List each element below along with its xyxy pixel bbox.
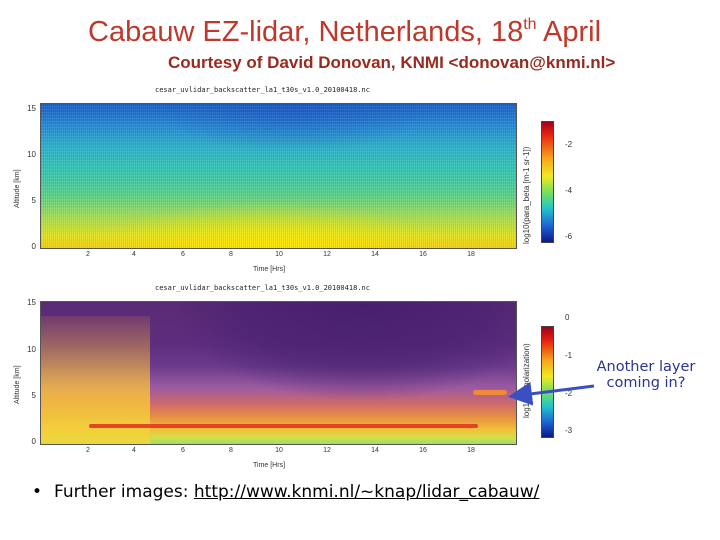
top-ytick-0: 0 [31,242,36,251]
top-xtick-16: 16 [419,251,427,258]
bottom-xtick-4: 4 [132,447,136,454]
annotation-line-2: coming in? [606,375,686,391]
bottom-ytick-15: 15 [27,298,36,307]
top-ytick-15: 15 [27,104,36,113]
title-main: Cabauw EZ-lidar, Netherlands, 18 [88,16,524,48]
bottom-colorbar-tick-m3: -3 [565,426,573,435]
top-xtick-8: 8 [229,251,233,258]
bottom-xtick-6: 6 [181,447,185,454]
bottom-xtick-10: 10 [275,447,283,454]
bottom-ytick-5: 5 [31,391,36,400]
bottom-depolarization-plot [40,301,517,445]
top-xlabel: Time [Hrs] [253,266,286,273]
bottom-plot-elevated-layer [473,390,507,396]
top-plot-noise-texture [41,104,516,248]
top-plot-low-backscatter-region [126,104,459,194]
further-images-link[interactable]: http://www.knmi.nl/~knap/lidar_cabauw/ [193,482,540,502]
title-superscript: th [523,16,537,33]
bottom-plot-low-depol-region [150,302,516,419]
bottom-xtick-18: 18 [467,447,475,454]
top-colorbar-label: log10(para_beta [m-1 sr-1]) [522,146,531,244]
bottom-plot-morning-aerosol [41,316,151,444]
top-xtick-2: 2 [86,251,90,258]
bottom-xtick-12: 12 [323,447,331,454]
annotation-callout: Another layer coming in? [584,359,708,391]
top-xtick-6: 6 [181,251,185,258]
further-images-bullet: • Further images: http://www.knmi.nl/~kna… [32,482,539,502]
bullet-prefix: Further images: [54,482,189,502]
bottom-colorbar-tick-0: 0 [565,313,570,322]
bottom-colorbar [541,326,554,438]
bottom-colorbar-tick-m2: -2 [565,389,573,398]
bottom-xtick-2: 2 [86,447,90,454]
top-ytick-10: 10 [27,150,36,159]
bullet-dot: • [32,482,43,502]
top-ylabel: Altitude [km] [14,169,21,208]
top-colorbar-tick-m2: -2 [565,140,573,149]
slide-subtitle: Courtesy of David Donovan, KNMI <donovan… [168,53,616,72]
annotation-line-1: Another layer [596,359,696,375]
bottom-ytick-10: 10 [27,345,36,354]
top-colorbar-tick-m6: -6 [565,232,573,241]
slide-title: Cabauw EZ-lidar, Netherlands, 18th April [88,16,601,49]
top-xtick-10: 10 [275,251,283,258]
bottom-plot-boundary-layer-band [88,424,478,429]
top-plot-file-title: cesar_uvlidar_backscatter_la1_t30s_v1.0_… [155,86,370,94]
top-xtick-14: 14 [371,251,379,258]
top-xtick-18: 18 [467,251,475,258]
bottom-xlabel: Time [Hrs] [253,462,286,469]
top-backscatter-plot [40,103,517,249]
bottom-ylabel: Altitude [km] [14,365,21,404]
bottom-xtick-8: 8 [229,447,233,454]
bottom-colorbar-label: log10(depolarization) [522,343,531,418]
top-xtick-12: 12 [323,251,331,258]
bottom-ytick-0: 0 [31,437,36,446]
bottom-plot-file-title: cesar_uvlidar_backscatter_la1_t30s_v1.0_… [155,284,370,292]
top-colorbar [541,121,554,243]
title-end: April [536,16,602,48]
top-xtick-4: 4 [132,251,136,258]
bottom-xtick-14: 14 [371,447,379,454]
top-colorbar-tick-m4: -4 [565,186,573,195]
top-ytick-5: 5 [31,196,36,205]
bottom-colorbar-tick-m1: -1 [565,351,573,360]
bottom-xtick-16: 16 [419,447,427,454]
